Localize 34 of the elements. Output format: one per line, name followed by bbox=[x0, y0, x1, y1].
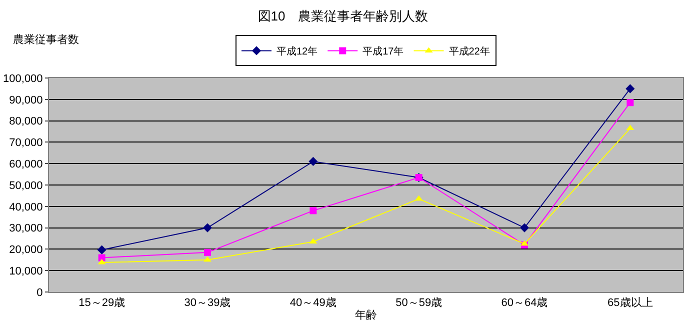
x-tick-label: 30～39歳 bbox=[184, 296, 231, 310]
legend-label: 平成17年 bbox=[362, 46, 404, 58]
point bbox=[626, 84, 635, 94]
x-tick-label: 15～29歳 bbox=[78, 296, 126, 310]
y-tick-label: 30,000 bbox=[9, 222, 43, 235]
point bbox=[204, 248, 211, 256]
y-tick-label: 90,000 bbox=[9, 94, 43, 106]
legend-label: 平成12年 bbox=[276, 46, 318, 58]
x-tick-label: 65歳以上 bbox=[608, 296, 653, 310]
point bbox=[414, 195, 423, 201]
point bbox=[98, 258, 106, 264]
point bbox=[202, 223, 212, 232]
y-tick-label: 80,000 bbox=[9, 116, 43, 128]
x-tick-label: 50～59歳 bbox=[396, 296, 442, 310]
y-tick-label: 20,000 bbox=[9, 244, 43, 256]
point bbox=[626, 124, 634, 130]
point bbox=[97, 245, 106, 254]
y-tick-label: 70,000 bbox=[9, 137, 43, 150]
point bbox=[626, 99, 634, 106]
x-tick-label: 60～64歳 bbox=[501, 296, 548, 310]
point bbox=[310, 207, 317, 214]
y-tick-label: 60,000 bbox=[9, 158, 43, 170]
x-tick-label: 40～49歳 bbox=[290, 296, 336, 310]
legend-label: 平成22年 bbox=[448, 46, 490, 58]
point bbox=[308, 156, 318, 166]
point bbox=[520, 223, 530, 232]
y-tick-label: 0 bbox=[36, 286, 43, 299]
y-tick-label: 50,000 bbox=[9, 180, 43, 192]
y-axis-title: 農業従事者数 bbox=[13, 33, 79, 46]
y-tick-label: 40,000 bbox=[9, 201, 43, 214]
chart-title: 図10 農業従事者年齢別人数 bbox=[258, 8, 428, 24]
y-tick-label: 100,000 bbox=[3, 72, 43, 85]
x-axis-title: 年齢 bbox=[355, 309, 377, 322]
y-tick-label: 10,000 bbox=[9, 265, 43, 278]
